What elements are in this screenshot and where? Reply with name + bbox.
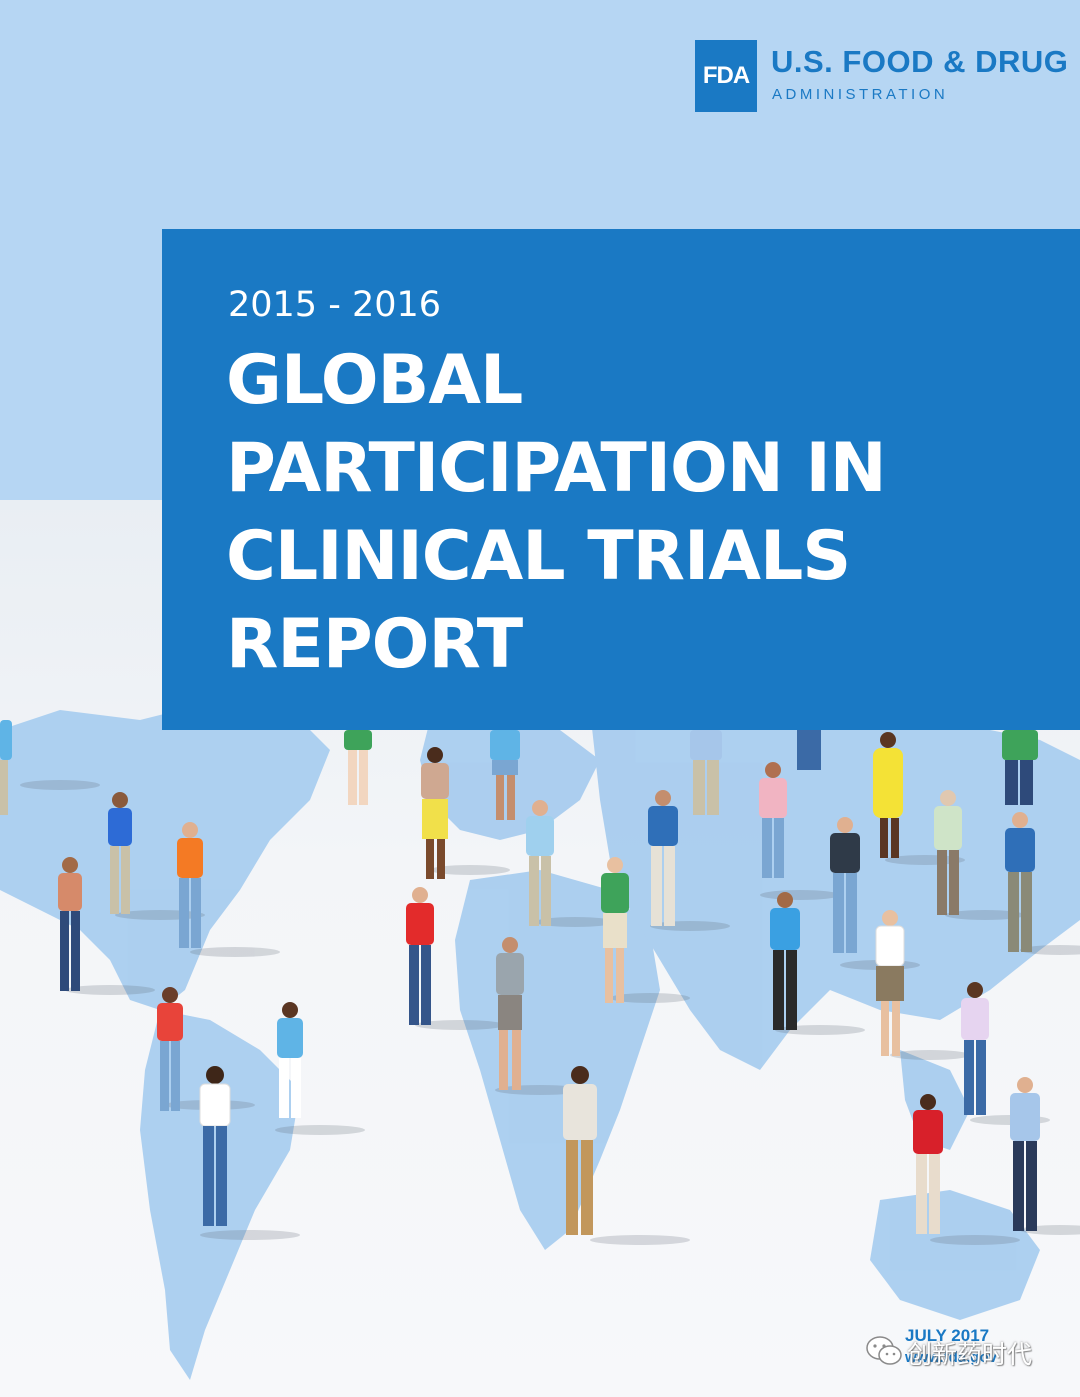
fda-website-link[interactable]: www.fda.gov: [905, 1349, 997, 1366]
report-years: 2015 - 2016: [228, 285, 442, 325]
title-panel: 2015 - 2016 GLOBAL PARTICIPATION IN CLIN…: [162, 229, 1080, 730]
watermark-text: 创新药时代: [907, 1340, 1033, 1369]
report-title-line-1: GLOBAL: [226, 341, 523, 420]
wechat-icon: [866, 1336, 902, 1365]
watermark: 创新药时代: [865, 1333, 1055, 1369]
organization-subname: ADMINISTRATION: [772, 86, 949, 103]
organization-name: U.S. FOOD & DRUG: [771, 44, 1069, 79]
report-title-line-4: REPORT: [226, 605, 523, 684]
fda-logo: FDA U.S. FOOD & DRUG ADMINISTRATION: [695, 40, 1069, 114]
report-date: JULY 2017: [905, 1326, 990, 1345]
report-title-line-3: CLINICAL TRIALS: [226, 517, 851, 596]
report-title-line-2: PARTICIPATION IN: [226, 429, 887, 508]
people-figures: [0, 720, 1080, 1245]
fda-logo-mark: FDA: [695, 40, 757, 112]
